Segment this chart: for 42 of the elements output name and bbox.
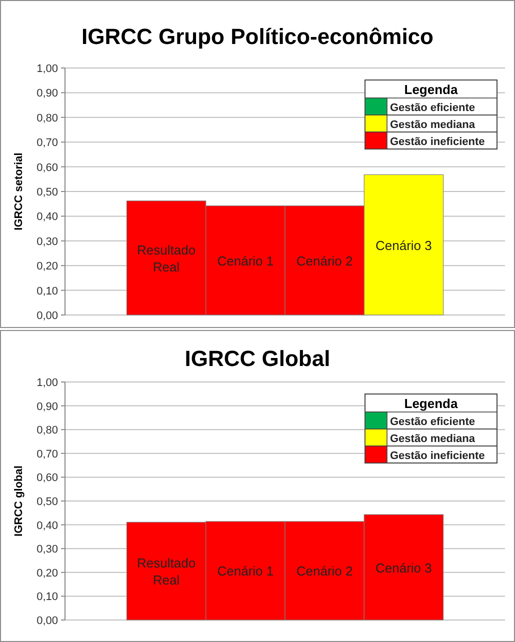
- y-tick-label: 0,80: [36, 424, 58, 437]
- y-tick-label: 0,30: [36, 236, 58, 248]
- chart-title: IGRCC Grupo Político-econômico: [81, 24, 434, 49]
- y-tick-label: 0,10: [36, 591, 58, 604]
- y-tick-label: 0,50: [36, 496, 58, 508]
- y-tick-label: 0,40: [36, 520, 58, 532]
- y-tick-label: 1,00: [36, 377, 58, 389]
- y-axis-title: IGRCC global: [13, 466, 25, 536]
- y-tick-label: 1,00: [36, 63, 58, 75]
- x-tick-label: Cenário 3: [376, 560, 432, 576]
- x-tick-label: Resultado Real: [137, 242, 196, 274]
- y-tick-label: 0,80: [36, 112, 58, 124]
- y-tick-label: 0,20: [36, 567, 58, 580]
- y-tick-label: 0,50: [36, 186, 58, 198]
- y-tick-label: 0,30: [36, 544, 58, 556]
- y-tick-label: 0,40: [36, 211, 58, 224]
- y-tick-label: 0,60: [36, 472, 58, 484]
- y-tick-label: 0,90: [36, 400, 58, 413]
- y-tick-label: 0,70: [36, 448, 58, 460]
- y-axis-title: IGRCC setorial: [13, 152, 25, 230]
- y-tick-label: 0,10: [36, 285, 58, 298]
- x-tick-label: Cenário 2: [296, 564, 353, 579]
- chart-title: IGRCC Global: [184, 346, 330, 371]
- x-tick-label: Cenário 1: [217, 253, 274, 268]
- x-tick-label: Resultado Real: [137, 556, 196, 588]
- legend-label: Gestão mediana: [390, 433, 476, 445]
- y-tick-label: 0,00: [36, 615, 58, 627]
- y-tick-label: 0,00: [36, 310, 58, 322]
- legend-label: Gestão eficiente: [390, 102, 475, 114]
- legend-label: Gestão ineficiente: [390, 450, 485, 462]
- legend-label: Gestão ineficiente: [390, 136, 485, 148]
- y-tick-label: 0,20: [36, 260, 58, 273]
- legend-label: Gestão eficiente: [390, 416, 475, 428]
- x-tick-label: Cenário 2: [296, 253, 353, 268]
- y-tick-label: 0,60: [36, 162, 58, 174]
- legend-title: Legenda: [404, 396, 458, 411]
- x-tick-label: Cenário 1: [217, 564, 274, 579]
- y-tick-label: 0,90: [36, 88, 58, 100]
- x-tick-label: Cenário 3: [376, 238, 432, 253]
- legend-title: Legenda: [404, 82, 458, 97]
- legend-label: Gestão mediana: [390, 119, 476, 131]
- y-tick-label: 0,70: [36, 137, 58, 150]
